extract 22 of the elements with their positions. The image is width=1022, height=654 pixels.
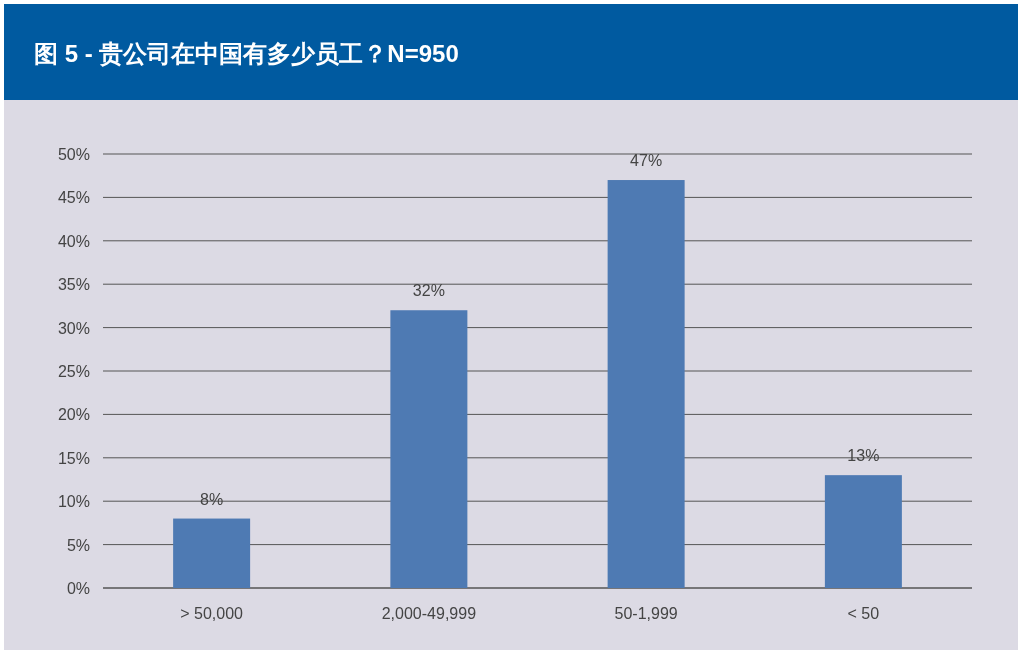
x-tick-label: 50-1,999: [614, 605, 678, 622]
x-tick-label: < 50: [847, 605, 880, 622]
bar: [607, 180, 685, 588]
chart-title: 图 5 - 贵公司在中国有多少员工？N=950: [34, 40, 459, 67]
y-tick-label: 20%: [57, 406, 90, 424]
y-tick-label: 0%: [66, 580, 90, 597]
bar: [390, 310, 468, 588]
y-tick-label: 10%: [57, 493, 90, 511]
data-label: 32%: [412, 282, 445, 300]
x-tick-label: > 50,000: [180, 605, 244, 622]
y-tick-label: 45%: [57, 189, 90, 207]
y-tick-label: 15%: [57, 449, 90, 467]
data-label: 47%: [630, 152, 663, 170]
x-tick-label: 2,000-49,999: [381, 605, 477, 622]
y-tick-label: 40%: [57, 232, 90, 250]
y-tick-label: 25%: [57, 363, 90, 380]
y-tick-label: 5%: [66, 536, 90, 554]
bar: [173, 518, 251, 588]
y-tick-label: 50%: [57, 146, 90, 163]
y-tick-label: 30%: [57, 319, 90, 337]
bar: [824, 475, 902, 588]
y-tick-label: 35%: [57, 276, 90, 294]
